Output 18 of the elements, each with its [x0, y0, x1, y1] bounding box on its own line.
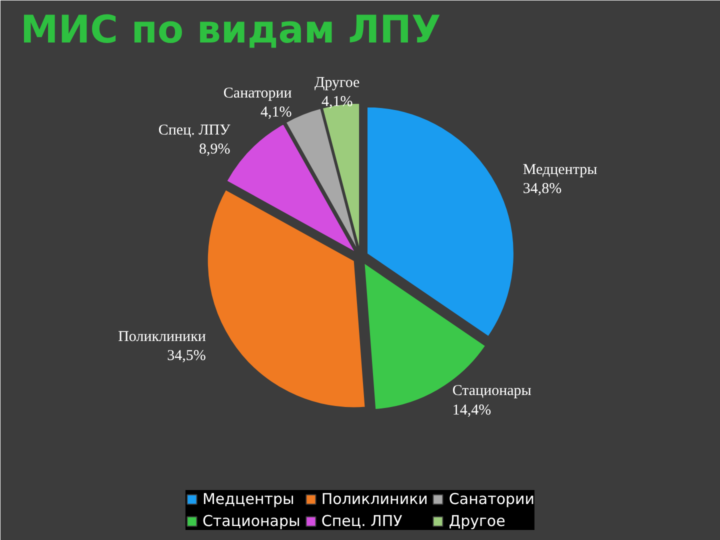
legend-label: Другое	[448, 512, 506, 530]
data-label: 34,5%	[167, 348, 206, 364]
slice-label: Другое	[314, 74, 360, 91]
slice-label: Поликлиники	[118, 329, 206, 346]
slice-label: Спец. ЛПУ	[158, 122, 231, 138]
data-label: 14,4%	[452, 402, 492, 418]
legend-label: Санатории	[448, 490, 535, 508]
legend-label: Поликлиники	[321, 490, 428, 508]
data-label: 34,8%	[522, 181, 562, 198]
legend-label: Медцентры	[202, 490, 294, 508]
slice-label: Медцентры	[522, 162, 598, 178]
slice-label: Стационары	[452, 383, 532, 400]
chart-title: МИС по видам ЛПУ	[20, 8, 441, 52]
legend-label: Спец. ЛПУ	[321, 512, 402, 530]
data-label: 4,1%	[260, 104, 292, 121]
slice-label: Санатории	[223, 86, 292, 102]
legend-label: Стационары	[202, 512, 300, 530]
data-label: 8,9%	[198, 142, 230, 158]
